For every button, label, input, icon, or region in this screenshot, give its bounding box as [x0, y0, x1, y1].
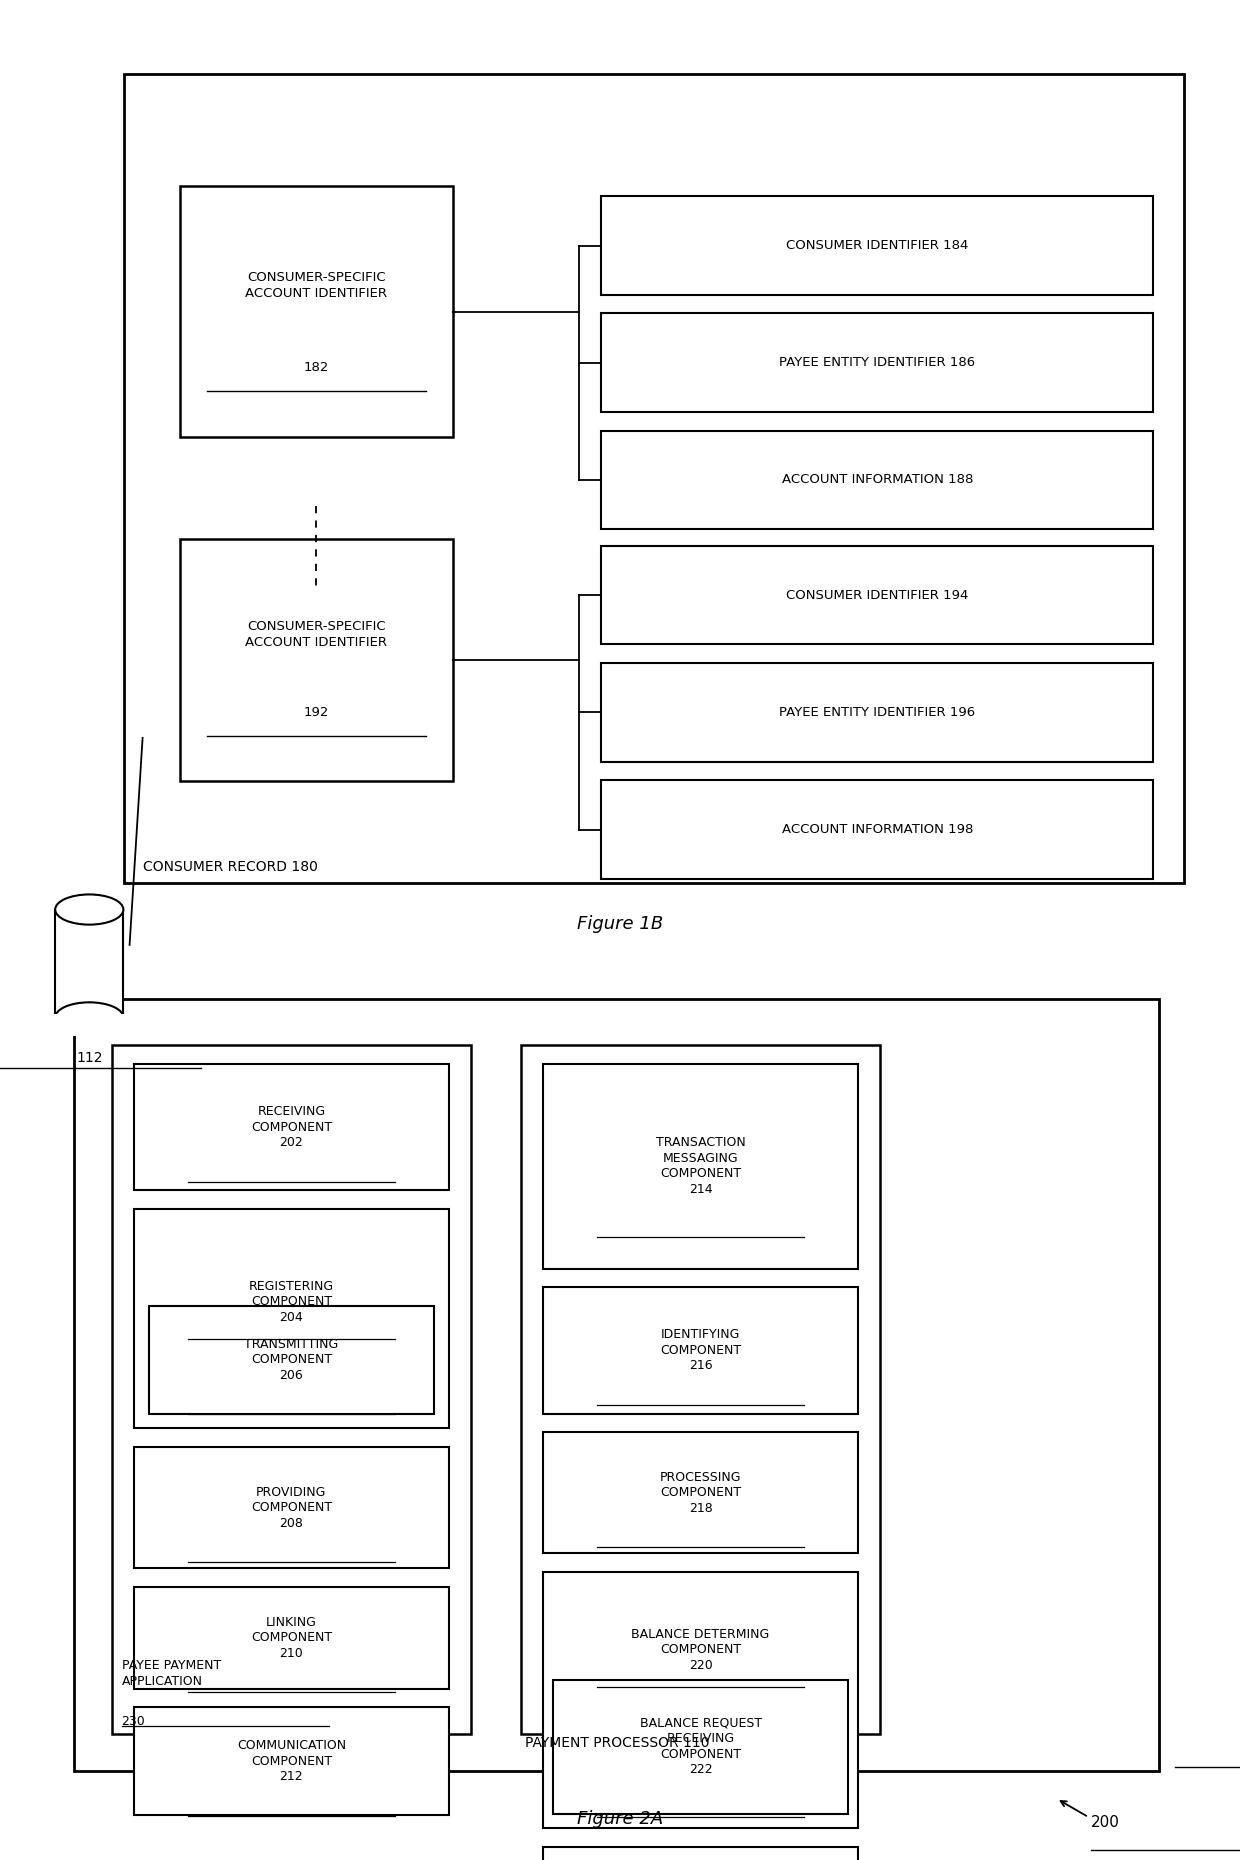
Text: ACCOUNT INFORMATION 188: ACCOUNT INFORMATION 188 — [781, 474, 973, 485]
Text: CONSUMER IDENTIFIER 194: CONSUMER IDENTIFIER 194 — [786, 590, 968, 601]
Bar — [52, 1014, 126, 1036]
Bar — [543, 1432, 858, 1553]
Bar — [134, 1064, 449, 1190]
Ellipse shape — [55, 1003, 123, 1032]
Bar — [601, 547, 1153, 645]
Bar — [601, 195, 1153, 294]
Text: PAYMENT PROCESSOR 110: PAYMENT PROCESSOR 110 — [525, 1735, 709, 1750]
Bar — [601, 312, 1153, 413]
Text: PROVIDING
COMPONENT
208: PROVIDING COMPONENT 208 — [250, 1486, 332, 1529]
Text: TRANSMITTING
COMPONENT
206: TRANSMITTING COMPONENT 206 — [244, 1337, 339, 1382]
Bar — [543, 1847, 858, 1860]
Text: 230: 230 — [122, 1715, 145, 1728]
Text: BALANCE DETERMING
COMPONENT
220: BALANCE DETERMING COMPONENT 220 — [631, 1628, 770, 1672]
Bar — [149, 1306, 434, 1414]
Text: 200: 200 — [1091, 1815, 1120, 1830]
Text: 182: 182 — [304, 361, 329, 374]
Bar — [601, 779, 1153, 878]
Bar — [134, 1447, 449, 1568]
Bar — [521, 1045, 880, 1734]
Text: CONSUMER-SPECIFIC
ACCOUNT IDENTIFIER: CONSUMER-SPECIFIC ACCOUNT IDENTIFIER — [246, 272, 387, 299]
Text: PAYEE PAYMENT
APPLICATION: PAYEE PAYMENT APPLICATION — [122, 1659, 221, 1687]
Text: Figure 1B: Figure 1B — [577, 915, 663, 934]
Bar — [543, 1572, 858, 1828]
Text: PROCESSING
COMPONENT
218: PROCESSING COMPONENT 218 — [660, 1471, 742, 1514]
Text: BALANCE REQUEST
RECEIVING
COMPONENT
222: BALANCE REQUEST RECEIVING COMPONENT 222 — [640, 1717, 761, 1776]
Text: COMMUNICATION
COMPONENT
212: COMMUNICATION COMPONENT 212 — [237, 1739, 346, 1784]
Bar — [134, 1707, 449, 1815]
Text: ACCOUNT INFORMATION 198: ACCOUNT INFORMATION 198 — [781, 824, 973, 835]
Text: TRANSACTION
MESSAGING
COMPONENT
214: TRANSACTION MESSAGING COMPONENT 214 — [656, 1136, 745, 1196]
Bar — [553, 1680, 848, 1814]
Text: IDENTIFYING
COMPONENT
216: IDENTIFYING COMPONENT 216 — [660, 1328, 742, 1373]
Text: CONSUMER RECORD 180: CONSUMER RECORD 180 — [143, 859, 317, 874]
Text: PAYEE ENTITY IDENTIFIER 196: PAYEE ENTITY IDENTIFIER 196 — [779, 707, 976, 718]
Bar — [601, 432, 1153, 530]
Bar — [543, 1287, 858, 1414]
Text: Figure 2A: Figure 2A — [577, 1810, 663, 1828]
Bar — [601, 662, 1153, 763]
Text: LINKING
COMPONENT
210: LINKING COMPONENT 210 — [250, 1616, 332, 1659]
Text: CONSUMER IDENTIFIER 184: CONSUMER IDENTIFIER 184 — [786, 240, 968, 251]
Bar — [543, 1064, 858, 1269]
Bar — [134, 1587, 449, 1689]
Text: CONSUMER-SPECIFIC
ACCOUNT IDENTIFIER: CONSUMER-SPECIFIC ACCOUNT IDENTIFIER — [246, 619, 387, 649]
Text: REGISTERING
COMPONENT
204: REGISTERING COMPONENT 204 — [249, 1280, 334, 1324]
Text: RECEIVING
COMPONENT
202: RECEIVING COMPONENT 202 — [250, 1105, 332, 1149]
Bar — [74, 999, 1159, 1771]
Bar — [112, 1045, 471, 1734]
Ellipse shape — [55, 895, 123, 924]
Bar — [55, 910, 123, 1017]
Bar — [180, 186, 453, 437]
Text: 112: 112 — [76, 1051, 103, 1066]
Bar — [180, 539, 453, 781]
Text: 192: 192 — [304, 707, 329, 718]
Bar — [134, 1209, 449, 1428]
Text: PAYEE ENTITY IDENTIFIER 186: PAYEE ENTITY IDENTIFIER 186 — [779, 357, 976, 368]
Bar — [124, 74, 1184, 884]
